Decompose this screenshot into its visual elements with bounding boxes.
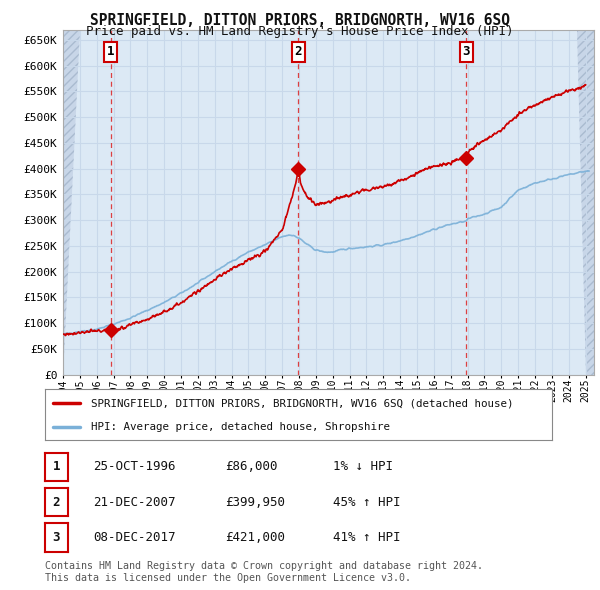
Text: 2: 2	[53, 496, 60, 509]
Text: 25-OCT-1996: 25-OCT-1996	[93, 460, 176, 473]
Text: 1: 1	[53, 460, 60, 473]
Text: 3: 3	[53, 531, 60, 544]
Text: £399,950: £399,950	[225, 496, 285, 509]
Text: £421,000: £421,000	[225, 531, 285, 544]
Text: Contains HM Land Registry data © Crown copyright and database right 2024.
This d: Contains HM Land Registry data © Crown c…	[45, 561, 483, 583]
Text: 1: 1	[107, 45, 114, 58]
Text: 2: 2	[295, 45, 302, 58]
Text: 08-DEC-2017: 08-DEC-2017	[93, 531, 176, 544]
Text: SPRINGFIELD, DITTON PRIORS, BRIDGNORTH, WV16 6SQ (detached house): SPRINGFIELD, DITTON PRIORS, BRIDGNORTH, …	[91, 398, 513, 408]
Text: 1% ↓ HPI: 1% ↓ HPI	[333, 460, 393, 473]
Text: 3: 3	[463, 45, 470, 58]
Text: £86,000: £86,000	[225, 460, 277, 473]
Text: HPI: Average price, detached house, Shropshire: HPI: Average price, detached house, Shro…	[91, 422, 389, 432]
Polygon shape	[63, 30, 80, 375]
Text: 45% ↑ HPI: 45% ↑ HPI	[333, 496, 401, 509]
Text: 21-DEC-2007: 21-DEC-2007	[93, 496, 176, 509]
Text: Price paid vs. HM Land Registry's House Price Index (HPI): Price paid vs. HM Land Registry's House …	[86, 25, 514, 38]
Polygon shape	[577, 30, 594, 375]
Text: 41% ↑ HPI: 41% ↑ HPI	[333, 531, 401, 544]
Text: SPRINGFIELD, DITTON PRIORS, BRIDGNORTH, WV16 6SQ: SPRINGFIELD, DITTON PRIORS, BRIDGNORTH, …	[90, 13, 510, 28]
